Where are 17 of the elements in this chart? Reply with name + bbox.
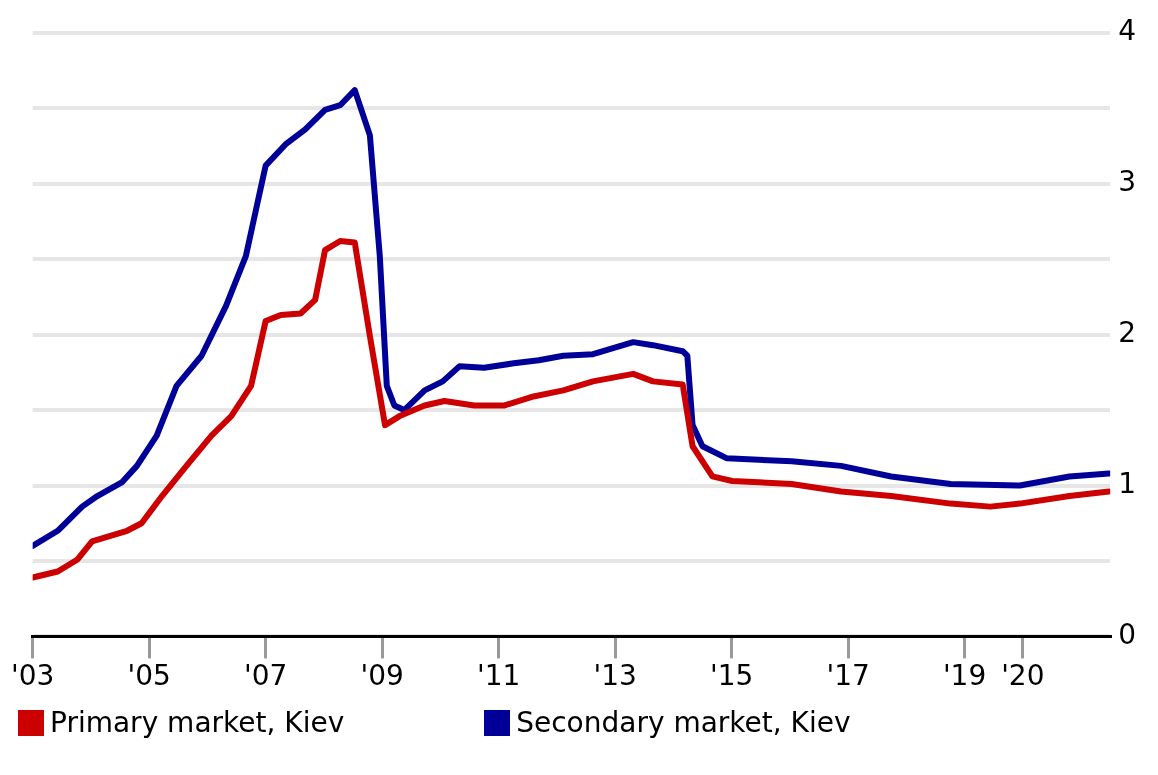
y-tick-label: 1 <box>1118 466 1137 500</box>
legend-label: Primary market, Kiev <box>50 706 345 739</box>
x-tick-label: '05 <box>127 659 171 693</box>
y-tick-label: 3 <box>1118 164 1137 198</box>
x-tick-label: '20 <box>1001 659 1045 693</box>
x-tick-label: '09 <box>360 659 404 693</box>
x-tick-label: '03 <box>11 659 55 693</box>
legend-label: Secondary market, Kiev <box>516 706 851 739</box>
x-tick-label: '13 <box>593 659 637 693</box>
y-tick-label: 2 <box>1118 315 1137 349</box>
x-tick-label: '15 <box>709 659 754 693</box>
y-tick-label: 4 <box>1118 14 1137 48</box>
y-tick-label: 0 <box>1118 617 1137 651</box>
x-tick-label: '11 <box>476 659 521 693</box>
x-tick-label: '17 <box>826 659 870 693</box>
x-tick-label: '19 <box>942 659 987 693</box>
x-tick-label: '07 <box>243 659 288 693</box>
